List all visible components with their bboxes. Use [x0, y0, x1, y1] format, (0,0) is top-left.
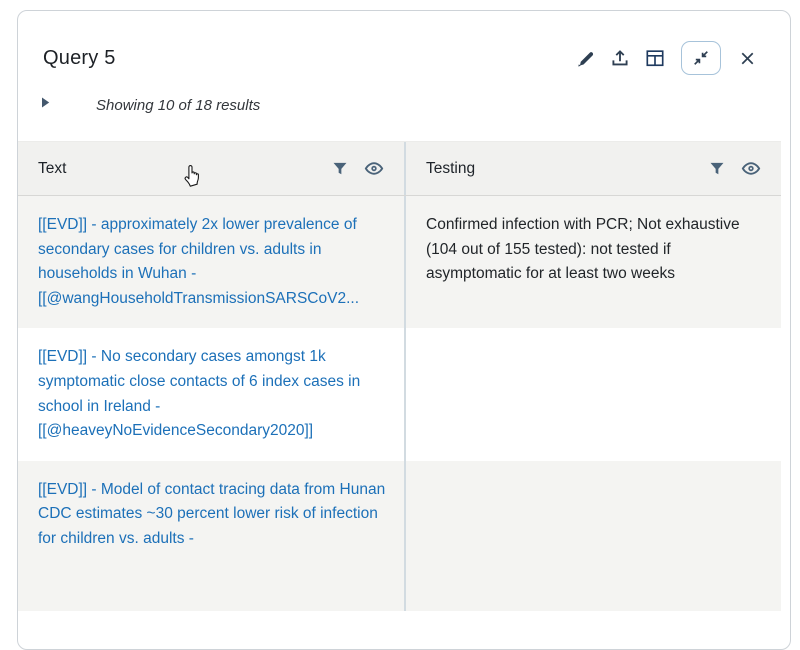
results-summary-text: Showing 10 of 18 results [96, 96, 261, 114]
edit-button[interactable] [574, 47, 596, 69]
table-header-row: Text [18, 142, 781, 196]
close-icon [738, 49, 757, 68]
text-cell-link[interactable]: [[EVD]] - No secondary cases amongst 1k … [18, 328, 406, 461]
expand-toggle[interactable] [39, 96, 52, 114]
filter-icon[interactable] [330, 159, 350, 179]
pencil-icon [575, 48, 596, 69]
export-button[interactable] [609, 47, 631, 69]
testing-cell [406, 328, 781, 460]
toolbar [574, 41, 758, 75]
table-row: [[EVD]] - approximately 2x lower prevale… [18, 196, 781, 329]
results-summary-row: Showing 10 of 18 results [39, 95, 790, 115]
close-button[interactable] [736, 47, 758, 69]
query-results-panel: Query 5 [17, 10, 791, 650]
visibility-icon[interactable] [741, 159, 761, 179]
table-view-button[interactable] [644, 47, 666, 69]
column-header-text[interactable]: Text [18, 142, 406, 195]
results-table: Text [18, 141, 781, 611]
table-body: [[EVD]] - approximately 2x lower prevale… [18, 196, 781, 611]
page-title: Query 5 [43, 46, 116, 69]
filter-icon[interactable] [707, 159, 727, 179]
collapse-arrows-icon [691, 48, 711, 68]
panel-header: Query 5 [18, 11, 790, 75]
text-cell-link[interactable]: [[EVD]] - Model of contact tracing data … [18, 460, 406, 611]
collapse-button[interactable] [681, 41, 721, 75]
column-label: Text [38, 159, 67, 177]
column-label: Testing [426, 159, 476, 177]
column-header-testing[interactable]: Testing [406, 142, 781, 195]
text-cell-link[interactable]: [[EVD]] - approximately 2x lower prevale… [18, 196, 406, 329]
upload-icon [609, 47, 631, 69]
testing-cell: Confirmed infection with PCR; Not exhaus… [426, 216, 740, 283]
table-icon [644, 47, 666, 69]
testing-cell [406, 461, 781, 611]
visibility-icon[interactable] [364, 159, 384, 179]
table-row: [[EVD]] - Model of contact tracing data … [18, 460, 781, 611]
triangle-right-icon [39, 96, 51, 114]
table-row: [[EVD]] - No secondary cases amongst 1k … [18, 328, 781, 461]
